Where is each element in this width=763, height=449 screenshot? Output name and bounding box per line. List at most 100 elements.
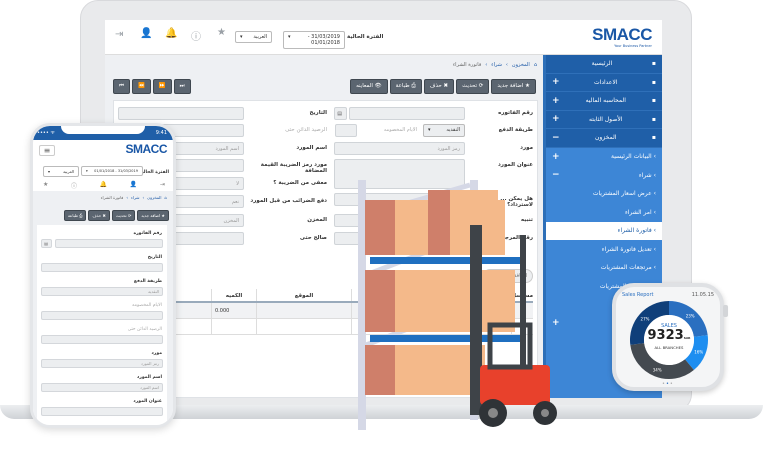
wrench-icon: ▪ <box>651 78 656 86</box>
breadcrumb-item[interactable]: المخزون <box>147 195 162 200</box>
bell-icon[interactable]: 🔔 <box>165 28 178 39</box>
expand-toggle-icon[interactable]: + <box>552 77 560 88</box>
language-select[interactable]: العربية ▾ <box>235 31 272 43</box>
info-icon[interactable]: ⓘ <box>71 183 78 190</box>
field-input[interactable] <box>41 335 163 344</box>
next-record-button[interactable]: ⏩ <box>152 79 172 94</box>
field-label: اسم المورد <box>136 375 162 380</box>
star-icon[interactable]: ★ <box>43 181 49 188</box>
bell-icon[interactable]: 🔔 <box>99 181 108 188</box>
donut-segment <box>630 343 694 379</box>
period-select[interactable]: 31/03/2019 - 01/01/2018 ▾ <box>283 31 345 49</box>
field-label: المخزن <box>307 217 327 223</box>
field-label: رقم الفاتوره <box>498 110 533 116</box>
user-icon[interactable]: 👤 <box>140 28 153 39</box>
field-input[interactable] <box>41 311 163 320</box>
print-button[interactable]: ⎙ طباعة <box>389 79 422 94</box>
table-cell <box>351 319 511 334</box>
sidebar-item[interactable]: › شراء − <box>546 166 662 185</box>
home-icon[interactable]: ⌂ <box>533 62 537 68</box>
prev-record-button[interactable]: ⏪ <box>131 79 151 94</box>
field-label: مورد رمز الضريبة القيمة المضافة <box>260 162 327 174</box>
breadcrumb-item[interactable]: شراء <box>491 62 502 68</box>
table-cell <box>256 319 351 334</box>
sidebar-item-label: الاعدادات <box>594 78 618 86</box>
expand-toggle-icon[interactable]: + <box>552 151 560 162</box>
field-label: رقم المرجع <box>501 235 533 241</box>
logout-icon[interactable]: ⇥ <box>115 29 124 40</box>
sidebar-item[interactable]: ▪ الاعدادات + <box>546 73 662 92</box>
first-record-button[interactable]: ⏮ <box>113 79 130 94</box>
sidebar-item[interactable]: › عرض اسعار المشتريات <box>546 184 662 203</box>
field-label: طريقة الدفع <box>498 127 533 133</box>
logout-icon[interactable]: ⇥ <box>159 181 165 188</box>
field-input[interactable] <box>334 159 465 189</box>
caret-down-icon: ▾ <box>288 34 291 40</box>
breadcrumb-item[interactable]: شراء <box>130 195 140 200</box>
field-input[interactable] <box>41 407 163 416</box>
refresh-button[interactable]: ⟳ تحديث <box>111 210 136 221</box>
payment-method-select[interactable]: النقديه ▾ <box>423 124 465 137</box>
phone-language-select[interactable]: العربية ▾ <box>43 166 79 177</box>
discount-days-input[interactable] <box>335 124 357 137</box>
field-input[interactable]: رمز المورد <box>334 142 465 155</box>
refresh-button[interactable]: ⟳ تحديث <box>456 79 490 94</box>
expand-toggle-icon[interactable]: + <box>552 114 560 125</box>
document-icon[interactable]: ▤ <box>334 107 347 120</box>
last-record-button[interactable]: ⏭ <box>173 79 191 94</box>
print-button[interactable]: ⎙ طباعة <box>63 210 87 221</box>
hamburger-menu-icon[interactable]: ≡ <box>39 145 55 156</box>
sidebar-item[interactable]: › مرتجعات المشتريات <box>546 258 662 277</box>
phone-period-select[interactable]: 31/03/2019 - 01/01/2018 ▾ <box>81 166 143 176</box>
expand-toggle-icon[interactable]: − <box>552 132 560 143</box>
sidebar-item[interactable]: › البيانات الرئيسية + <box>546 147 662 166</box>
field-input[interactable] <box>55 239 163 248</box>
add-new-button[interactable]: ★ اضافة جديد <box>137 210 169 221</box>
breadcrumb-item[interactable]: المخزون <box>511 62 530 68</box>
watch-crown[interactable] <box>723 305 728 317</box>
payment-method-value: النقديه <box>446 127 460 133</box>
sidebar-item[interactable]: ▪ المخزون − <box>546 129 662 148</box>
sidebar-item[interactable]: ▪ المحاسبه الماليه + <box>546 92 662 111</box>
field-input[interactable] <box>41 263 163 272</box>
field-input[interactable]: اسم المورد <box>41 383 163 392</box>
segment-label: 23% <box>686 313 695 318</box>
home-icon[interactable]: ⌂ <box>164 195 167 200</box>
expand-toggle-icon[interactable]: + <box>552 95 560 106</box>
sidebar-item-label: الأصول الثابته <box>589 115 623 123</box>
invoice-number-input[interactable] <box>349 107 465 120</box>
sidebar-item[interactable]: › تعديل فاتورة الشراء <box>546 240 662 259</box>
table-cell <box>351 303 511 318</box>
field-input[interactable]: النقديه <box>41 287 163 296</box>
field-input[interactable] <box>118 107 244 120</box>
home-icon: ▪ <box>651 60 656 68</box>
phone-toolbar: ★ اضافة جديد ⟳ تحديث ✖ حذف ⎙ طباعة <box>63 210 169 221</box>
sidebar-item[interactable]: ▪ الأصول الثابته + <box>546 110 662 129</box>
field-label: الرصيد الدائن حتى <box>127 327 162 332</box>
sidebar-item[interactable]: › فاتورة الشراء <box>546 221 662 240</box>
sidebar-item-label: › عرض اسعار المشتريات <box>592 190 656 198</box>
sidebar-item-label: › فاتورة الشراء <box>617 227 656 235</box>
preview-button[interactable]: 👁 المعاينه <box>350 79 388 94</box>
caret-down-icon: ▾ <box>240 34 243 40</box>
info-icon[interactable]: ⓘ <box>191 32 201 43</box>
sidebar-item[interactable]: › امر الشراء <box>546 203 662 222</box>
user-icon[interactable]: 👤 <box>129 181 138 188</box>
star-icon[interactable]: ★ <box>217 27 226 38</box>
field-label: الايام المخصومه <box>132 303 162 308</box>
delete-button[interactable]: ✖ حذف <box>88 210 110 221</box>
phone-icon-row: ★ ⓘ 🔔 👤 ⇥ <box>43 181 165 190</box>
delete-button[interactable]: ✖ حذف <box>423 79 455 94</box>
period-label: الفترة الحالية <box>347 34 384 40</box>
field-label: رقم الفاتوره <box>133 231 162 236</box>
expand-toggle-icon[interactable]: − <box>552 170 560 181</box>
phone-period-value: 31/03/2019 - 01/01/2018 <box>94 169 138 173</box>
sidebar-item[interactable]: ▪ الرئيسية <box>546 55 662 74</box>
sidebar-item-label: › مرتجعات المشتريات <box>600 264 656 272</box>
add-new-button[interactable]: ★ اضافة جديد <box>491 79 536 94</box>
document-icon[interactable]: ▤ <box>41 239 52 248</box>
sidebar-item-label: › تعديل فاتورة الشراء <box>601 245 656 253</box>
expand-toggle-icon[interactable]: + <box>552 318 560 329</box>
field-input[interactable]: رمز المورد <box>41 359 163 368</box>
field-label: هل يمكن ... لاسترداد؟ <box>500 196 533 208</box>
